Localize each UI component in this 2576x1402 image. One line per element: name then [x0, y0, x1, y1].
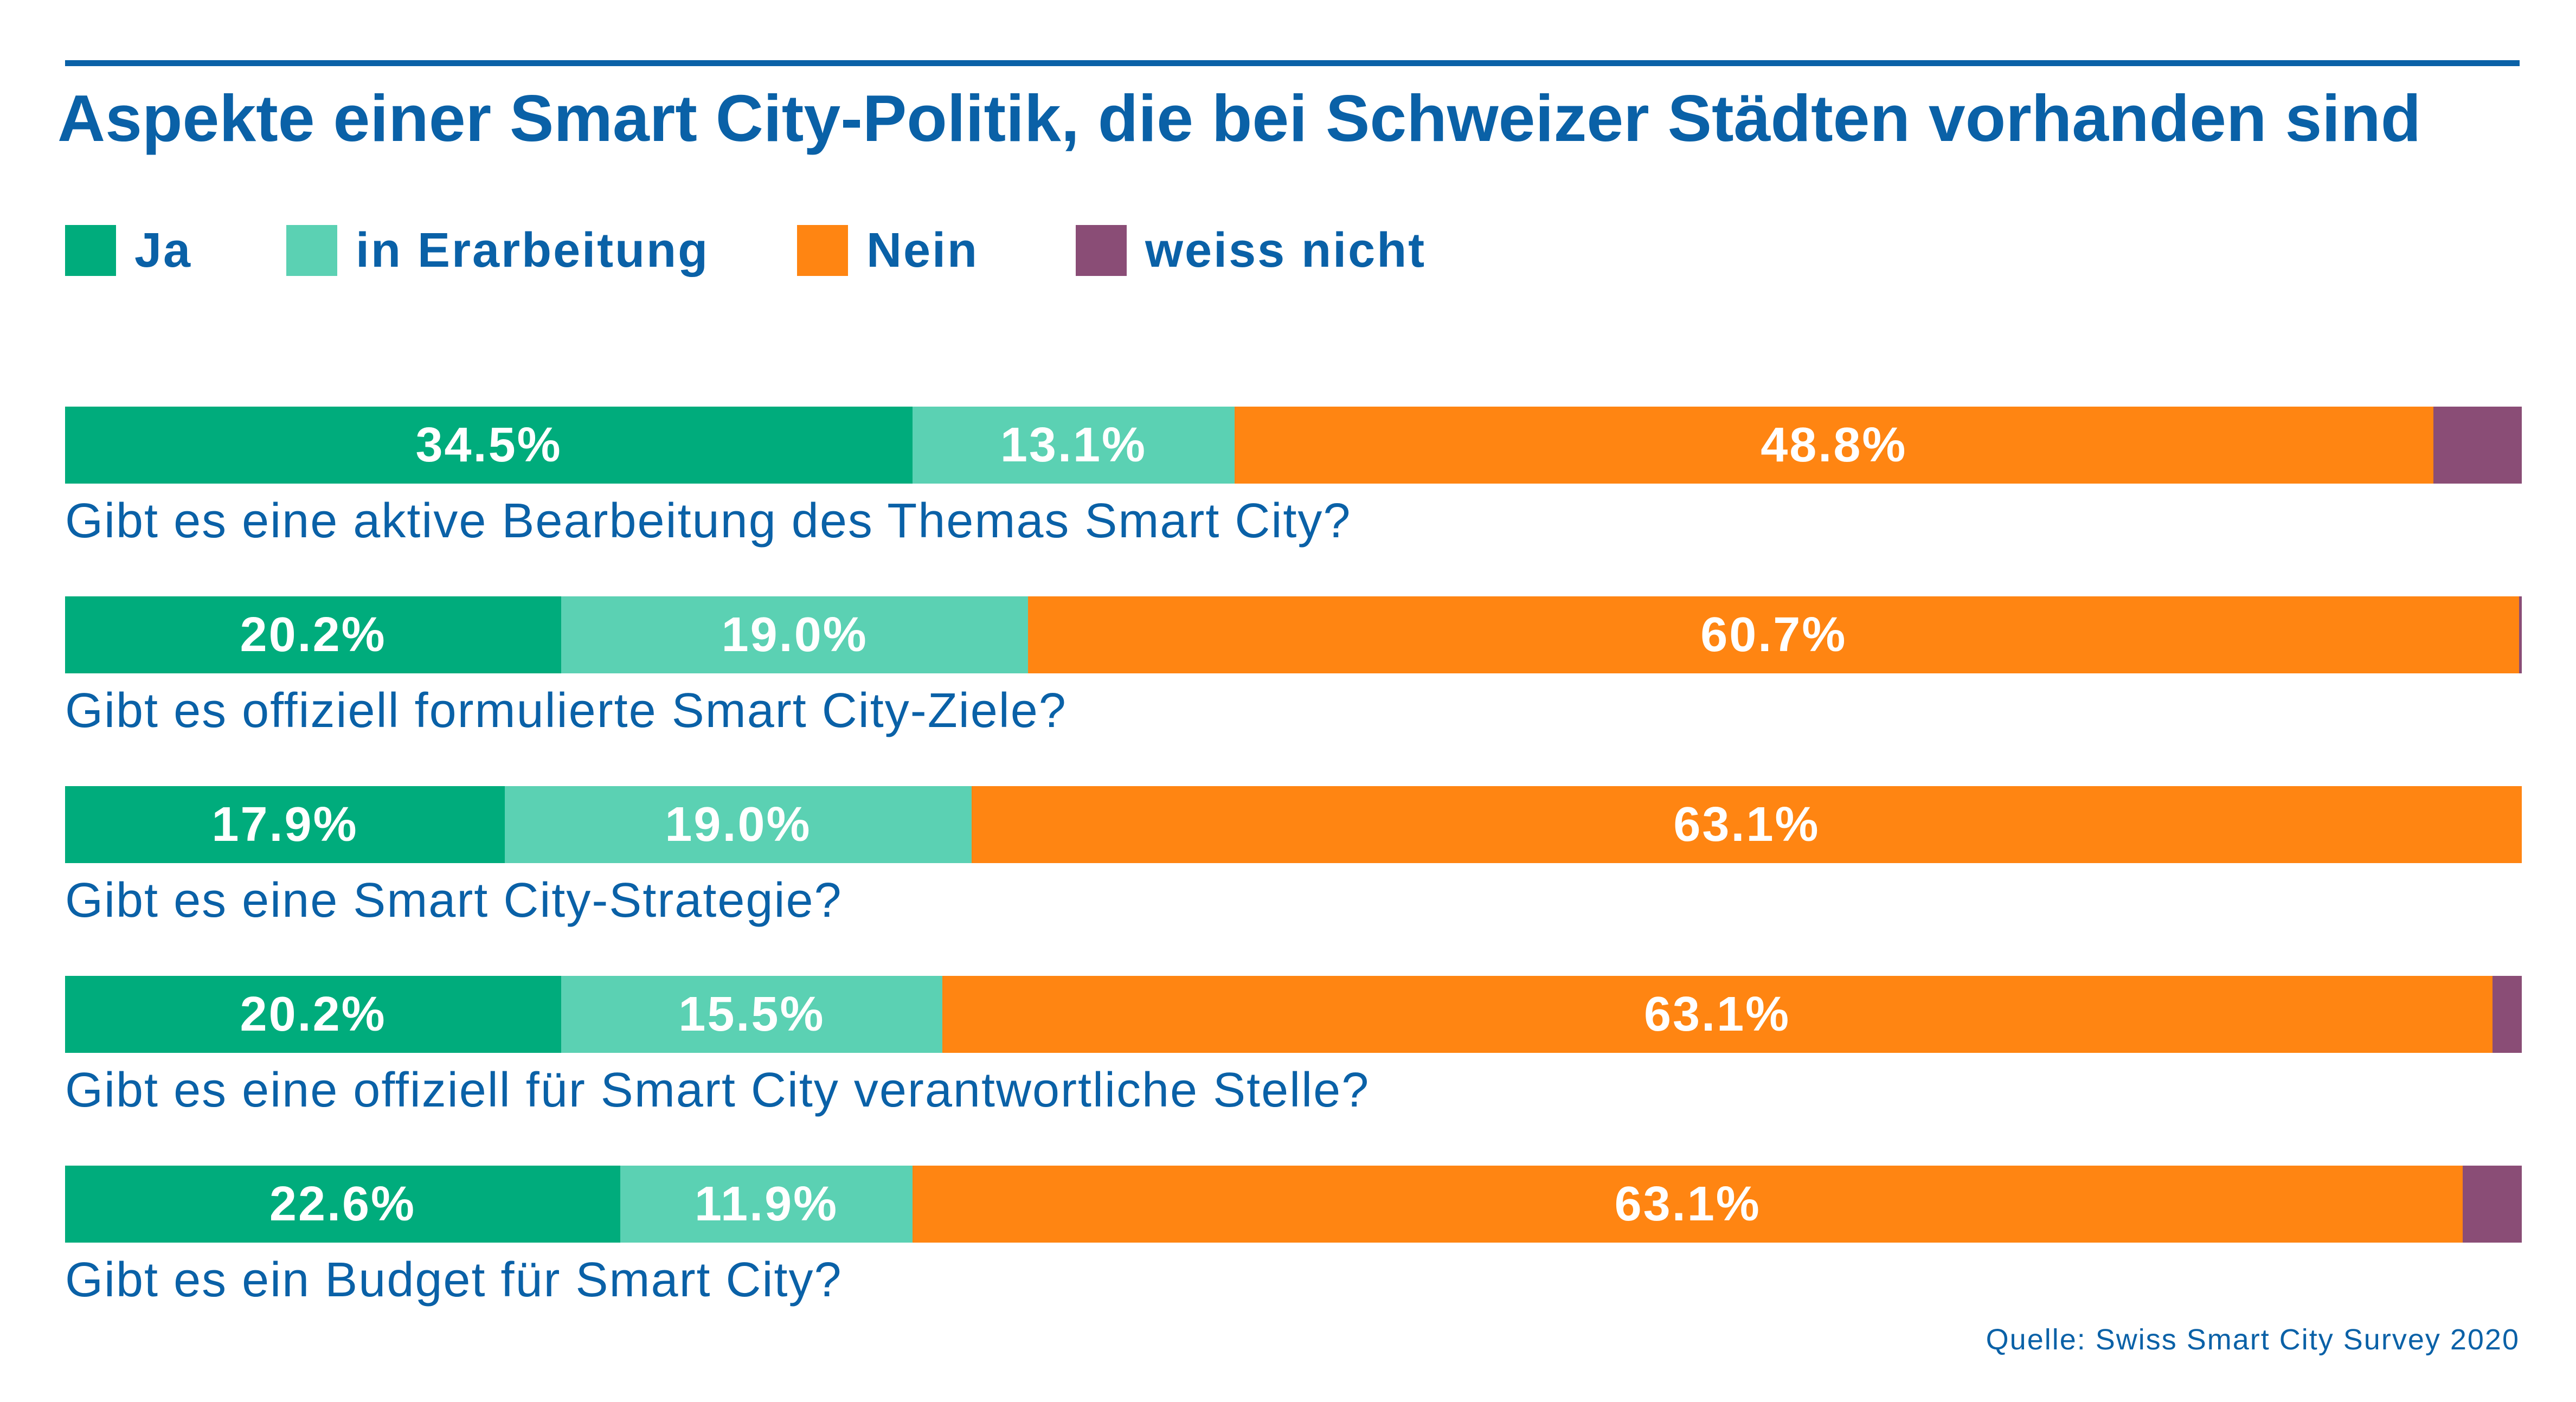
category-label: Gibt es ein Budget für Smart City? [65, 1253, 843, 1307]
bar-segment [942, 976, 2493, 1053]
bar-segment [1028, 596, 2520, 673]
bar-segment [913, 407, 1235, 484]
category-label: Gibt es offiziell formulierte Smart City… [65, 684, 1067, 738]
data-label: 15.5% [678, 987, 825, 1041]
data-label: 63.1% [1614, 1176, 1761, 1231]
bar-segment [2492, 976, 2522, 1053]
legend-label: in Erarbeitung [356, 223, 710, 278]
data-label: 17.9% [211, 797, 358, 852]
data-label: 48.8% [1761, 417, 1907, 472]
bar-segment [65, 596, 562, 673]
data-label: 19.0% [665, 797, 812, 852]
source-note: Quelle: Swiss Smart City Survey 2020 [1986, 1323, 2520, 1356]
bar-segment [65, 976, 562, 1053]
bar-segment [2433, 407, 2522, 484]
bar-segment [2519, 596, 2522, 673]
legend-swatch [65, 225, 116, 276]
bar-segment [913, 1166, 2463, 1243]
data-label: 11.9% [694, 1176, 839, 1231]
legend-label: Ja [134, 223, 192, 278]
legend-item: weiss nicht [1076, 223, 1426, 278]
category-label: Gibt es eine offiziell für Smart City ve… [65, 1063, 1370, 1117]
bar-segment [971, 786, 2522, 863]
legend-swatch [797, 225, 848, 276]
data-label: 19.0% [721, 607, 868, 662]
category-label: Gibt es eine aktive Bearbeitung des Them… [65, 494, 1352, 548]
title-rule [65, 60, 2520, 66]
bar-segment [561, 596, 1029, 673]
bar-segment [65, 1166, 620, 1243]
legend-label: weiss nicht [1145, 223, 1427, 278]
legend-label: Nein [866, 223, 979, 278]
bar-segment [1234, 407, 2433, 484]
legend-swatch [286, 225, 337, 276]
category-label: Gibt es eine Smart City-Strategie? [65, 873, 843, 928]
data-label: 20.2% [240, 987, 387, 1041]
data-label: 13.1% [1000, 417, 1147, 472]
data-label: 63.1% [1673, 797, 1820, 852]
data-label: 63.1% [1643, 987, 1791, 1041]
chart-title: Aspekte einer Smart City-Politik, die be… [57, 81, 2421, 155]
legend-swatch [1076, 225, 1127, 276]
bar-segment [2463, 1166, 2522, 1243]
bar-segment [620, 1166, 913, 1243]
data-label: 20.2% [240, 607, 387, 662]
legend-item: in Erarbeitung [286, 223, 709, 278]
bar-segment [505, 786, 972, 863]
data-label: 60.7% [1700, 607, 1847, 662]
bar-segment [561, 976, 942, 1053]
bar-segment [65, 407, 913, 484]
bar-segment [65, 786, 505, 863]
legend-item: Ja [65, 223, 192, 278]
data-label: 22.6% [269, 1176, 416, 1231]
legend-item: Nein [797, 223, 979, 278]
data-label: 34.5% [415, 417, 562, 472]
